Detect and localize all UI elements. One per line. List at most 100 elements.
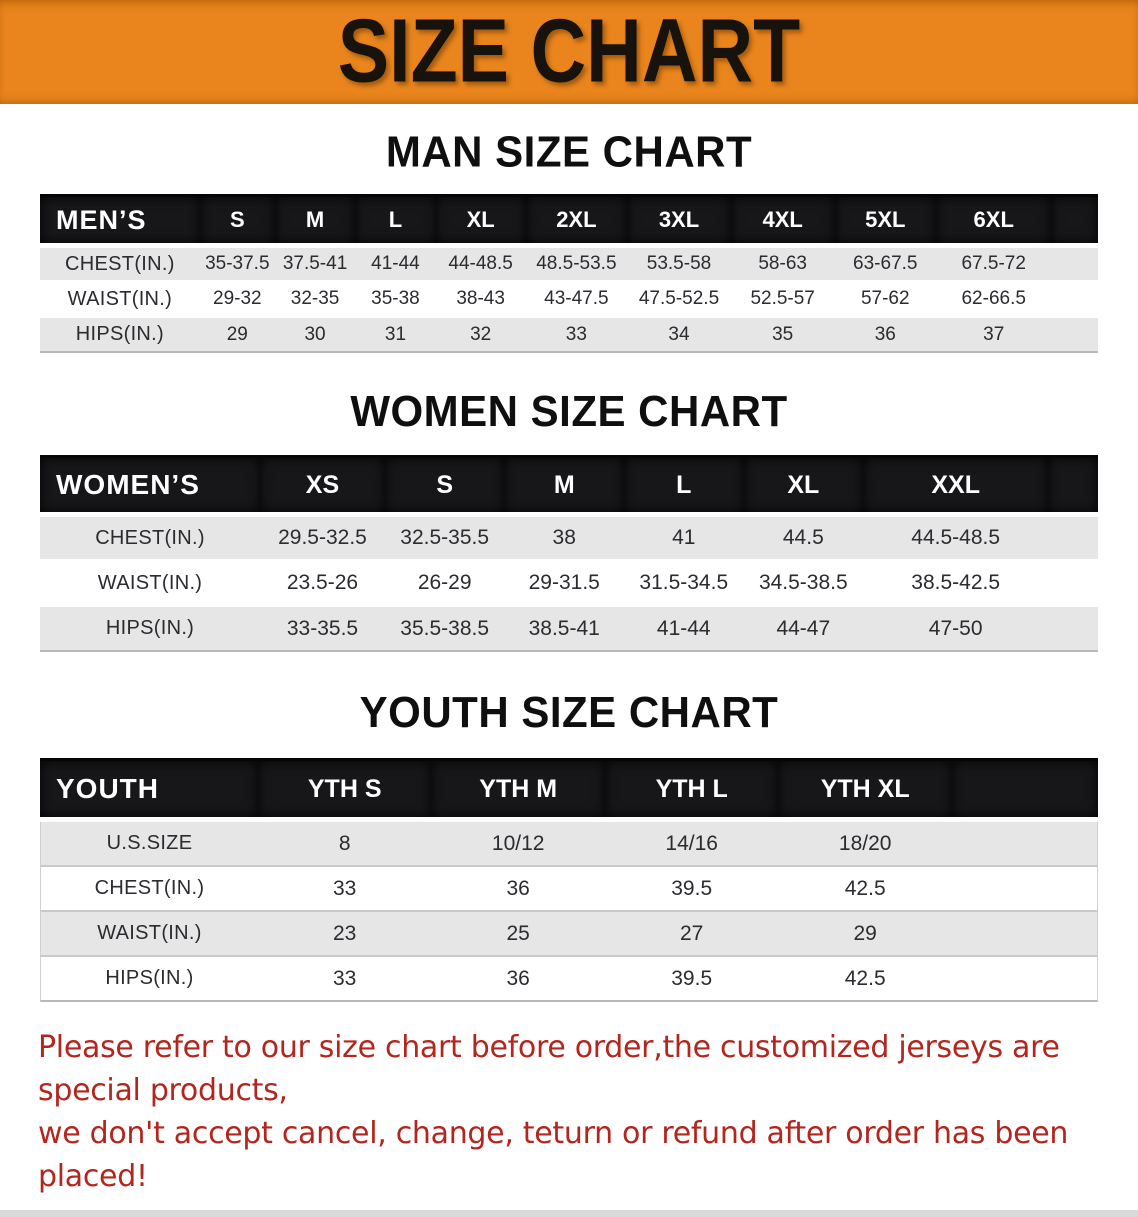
size-value-cell: 18/20 [778,822,952,867]
women-header-spacer [1048,455,1098,517]
size-value-cell: 29 [778,912,952,957]
youth-chest-row: CHEST(IN.) 33 36 39.5 42.5 [40,867,1098,912]
spacer-cell [951,867,1098,912]
size-value-cell: 29 [199,318,275,353]
row-label: CHEST(IN.) [40,248,200,283]
size-value-cell: 41 [624,517,744,562]
size-value-cell: 32-35 [274,283,356,318]
spacer-cell [1051,283,1098,318]
men-waist-row: WAIST(IN.) 29-32 32-35 35-38 38-43 43-47… [40,283,1098,318]
size-value-cell: 48.5-53.5 [525,248,628,283]
size-value-cell: 44-48.5 [435,248,526,283]
size-value-cell: 44.5 [743,517,864,562]
spacer-cell [1051,318,1098,353]
size-value-cell: 25 [431,912,605,957]
size-value-cell: 38 [504,517,624,562]
size-value-cell: 32 [435,318,526,353]
row-label: HIPS(IN.) [40,957,258,1002]
page-title: SIZE CHART [337,1,801,102]
size-value-cell: 31.5-34.5 [624,562,744,607]
disclaimer-line-2: we don't accept cancel, change, teturn o… [38,1116,1069,1194]
women-size-header: L [624,455,744,517]
size-value-cell: 63-67.5 [834,248,937,283]
size-value-cell: 29.5-32.5 [260,517,385,562]
spacer-cell [1048,562,1098,607]
youth-group-label: YOUTH [40,758,258,822]
women-header-row: WOMEN’S XS S M L XL XXL [40,455,1098,517]
size-value-cell: 33 [525,318,628,353]
size-value-cell: 41-44 [355,248,436,283]
size-value-cell: 38-43 [435,283,526,318]
youth-hips-row: HIPS(IN.) 33 36 39.5 42.5 [40,957,1098,1002]
size-value-cell: 10/12 [431,822,605,867]
women-chest-row: CHEST(IN.) 29.5-32.5 32.5-35.5 38 41 44.… [40,517,1098,562]
disclaimer-text: Please refer to our size chart before or… [38,1026,1100,1198]
disclaimer-line-1: Please refer to our size chart before or… [38,1030,1060,1108]
youth-size-header: YTH XL [778,758,952,822]
size-value-cell: 36 [834,318,937,353]
size-value-cell: 42.5 [778,867,952,912]
size-value-cell: 33-35.5 [260,607,385,652]
youth-chart-heading: YOUTH SIZE CHART [359,687,779,737]
size-value-cell: 42.5 [778,957,952,1002]
size-value-cell: 37 [936,318,1052,353]
spacer-cell [951,957,1098,1002]
size-value-cell: 43-47.5 [525,283,628,318]
size-value-cell: 47.5-52.5 [627,283,731,318]
youth-size-header: YTH S [257,758,432,822]
size-value-cell: 38.5-42.5 [863,562,1049,607]
size-value-cell: 36 [431,957,605,1002]
men-hips-row: HIPS(IN.) 29 30 31 32 33 34 35 36 37 [40,318,1098,353]
size-value-cell: 52.5-57 [730,283,835,318]
men-size-header: 5XL [834,194,937,248]
row-label: WAIST(IN.) [40,283,200,318]
spacer-cell [1051,248,1098,283]
spacer-cell [1048,517,1098,562]
spacer-cell [951,912,1098,957]
size-value-cell: 14/16 [604,822,779,867]
bottom-edge-strip [0,1210,1138,1217]
size-value-cell: 41-44 [624,607,744,652]
size-value-cell: 35-37.5 [199,248,275,283]
men-size-header: S [199,194,275,248]
women-size-header: M [504,455,624,517]
women-size-header: XXL [863,455,1049,517]
men-header-row: MEN’S S M L XL 2XL 3XL 4XL 5XL 6XL [40,194,1098,248]
men-size-header: L [355,194,436,248]
size-value-cell: 23.5-26 [260,562,385,607]
size-value-cell: 62-66.5 [936,283,1052,318]
men-size-header: XL [435,194,526,248]
youth-size-table: YOUTH YTH S YTH M YTH L YTH XL U.S.SIZE … [40,758,1098,1002]
men-size-table: MEN’S S M L XL 2XL 3XL 4XL 5XL 6XL CHEST… [40,194,1098,353]
women-size-header: XS [260,455,385,517]
women-size-header: S [384,455,505,517]
men-size-header: 3XL [627,194,731,248]
size-value-cell: 33 [257,867,432,912]
women-group-label: WOMEN’S [40,455,261,517]
size-value-cell: 36 [431,867,605,912]
spacer-cell [1048,607,1098,652]
women-hips-row: HIPS(IN.) 33-35.5 35.5-38.5 38.5-41 41-4… [40,607,1098,652]
women-chart-heading: WOMEN SIZE CHART [350,386,788,436]
size-value-cell: 34.5-38.5 [743,562,864,607]
size-value-cell: 58-63 [730,248,835,283]
size-value-cell: 39.5 [604,867,779,912]
spacer-cell [951,822,1098,867]
size-value-cell: 57-62 [834,283,937,318]
men-size-header: 6XL [936,194,1052,248]
row-label: CHEST(IN.) [40,867,258,912]
size-value-cell: 37.5-41 [274,248,356,283]
banner: SIZE CHART [0,0,1138,104]
size-value-cell: 53.5-58 [627,248,731,283]
size-value-cell: 23 [257,912,432,957]
row-label: HIPS(IN.) [40,318,200,353]
size-value-cell: 44.5-48.5 [863,517,1049,562]
men-group-label: MEN’S [40,194,200,248]
men-size-header: 2XL [525,194,628,248]
size-value-cell: 35 [730,318,835,353]
youth-waist-row: WAIST(IN.) 23 25 27 29 [40,912,1098,957]
youth-size-header: YTH M [431,758,605,822]
women-size-table: WOMEN’S XS S M L XL XXL CHEST(IN.) 29.5-… [40,455,1098,652]
row-label: WAIST(IN.) [40,912,258,957]
